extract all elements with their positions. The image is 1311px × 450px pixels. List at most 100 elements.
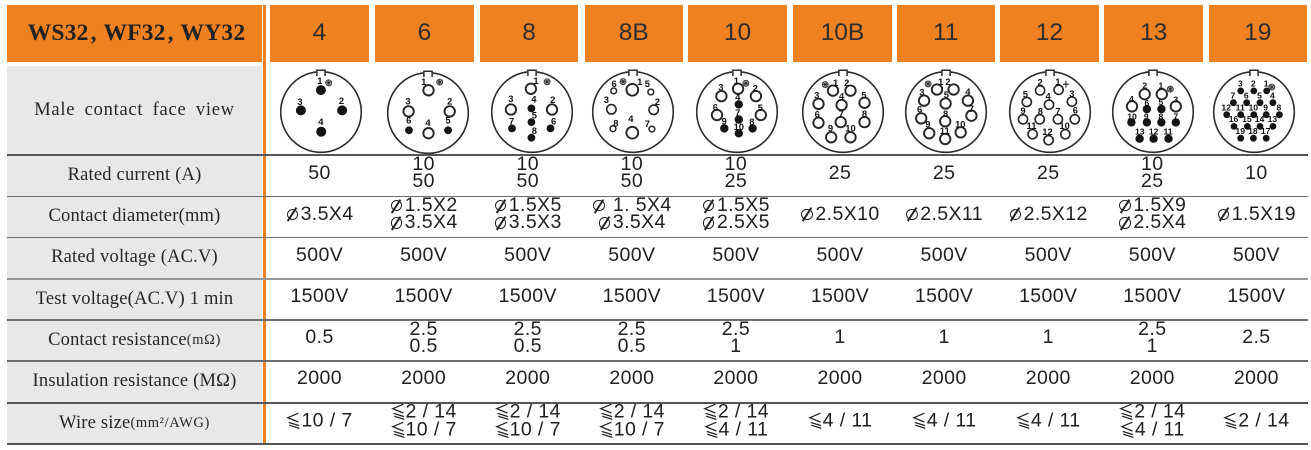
svg-text:17: 17 bbox=[1261, 126, 1271, 136]
svg-text:2: 2 bbox=[945, 76, 950, 87]
svg-text:12: 12 bbox=[1043, 126, 1053, 137]
svg-text:5: 5 bbox=[445, 114, 450, 125]
svg-text:9: 9 bbox=[1021, 105, 1026, 116]
svg-text:3: 3 bbox=[297, 96, 302, 107]
svg-text:5: 5 bbox=[1159, 97, 1164, 107]
svg-text:8: 8 bbox=[1159, 112, 1164, 122]
svg-text:1: 1 bbox=[833, 77, 838, 88]
svg-text:8: 8 bbox=[749, 116, 754, 127]
svg-text:4: 4 bbox=[839, 91, 845, 102]
svg-text:3: 3 bbox=[718, 82, 723, 93]
svg-text:4: 4 bbox=[965, 86, 971, 97]
svg-text:2: 2 bbox=[1038, 77, 1043, 88]
svg-text:5: 5 bbox=[758, 102, 763, 113]
svg-text:11: 11 bbox=[1236, 102, 1245, 112]
svg-text:9: 9 bbox=[1263, 102, 1268, 112]
svg-text:3: 3 bbox=[919, 87, 924, 98]
svg-text:8: 8 bbox=[613, 117, 618, 128]
svg-text:7: 7 bbox=[645, 118, 650, 129]
svg-text:6: 6 bbox=[611, 78, 616, 89]
svg-text:3: 3 bbox=[604, 94, 609, 105]
svg-text:9: 9 bbox=[1144, 112, 1149, 122]
svg-text:10: 10 bbox=[1128, 112, 1138, 122]
svg-text:14: 14 bbox=[1255, 114, 1265, 124]
svg-text:19: 19 bbox=[1236, 126, 1246, 136]
svg-text:12: 12 bbox=[1222, 102, 1232, 112]
svg-text:2: 2 bbox=[550, 94, 555, 105]
svg-text:6: 6 bbox=[1244, 90, 1249, 100]
svg-text:1: 1 bbox=[938, 76, 943, 87]
svg-text:1: 1 bbox=[1159, 81, 1164, 91]
svg-text:10: 10 bbox=[1060, 120, 1070, 131]
svg-text:7: 7 bbox=[838, 108, 843, 119]
svg-text:8: 8 bbox=[862, 108, 867, 119]
svg-text:18: 18 bbox=[1248, 126, 1258, 136]
svg-text:4: 4 bbox=[1270, 90, 1275, 100]
svg-text:7: 7 bbox=[509, 116, 514, 127]
svg-text:2: 2 bbox=[338, 95, 343, 106]
svg-text:4: 4 bbox=[1046, 91, 1052, 102]
svg-text:5: 5 bbox=[943, 89, 948, 100]
svg-text:4: 4 bbox=[531, 94, 537, 105]
svg-text:1: 1 bbox=[1264, 79, 1269, 89]
svg-text:2: 2 bbox=[1251, 79, 1256, 89]
svg-text:9: 9 bbox=[925, 119, 930, 130]
svg-text:2: 2 bbox=[1143, 81, 1148, 91]
svg-text:1: 1 bbox=[534, 75, 539, 86]
svg-text:15: 15 bbox=[1242, 114, 1252, 124]
svg-text:9: 9 bbox=[721, 116, 726, 127]
svg-text:7: 7 bbox=[1056, 106, 1061, 117]
svg-text:6: 6 bbox=[406, 114, 411, 125]
svg-text:4: 4 bbox=[318, 116, 324, 127]
svg-text:13: 13 bbox=[1268, 114, 1278, 124]
svg-text:10: 10 bbox=[845, 123, 855, 134]
svg-text:11: 11 bbox=[1164, 127, 1173, 137]
svg-text:3: 3 bbox=[1174, 95, 1179, 105]
svg-text:1: 1 bbox=[734, 75, 739, 86]
svg-text:3: 3 bbox=[1238, 79, 1243, 89]
svg-text:1: 1 bbox=[1056, 76, 1061, 87]
svg-text:3: 3 bbox=[509, 93, 514, 104]
svg-text:2: 2 bbox=[655, 96, 660, 107]
svg-text:3: 3 bbox=[1070, 88, 1075, 99]
svg-text:7: 7 bbox=[968, 103, 973, 114]
svg-text:11: 11 bbox=[939, 125, 949, 136]
svg-text:4: 4 bbox=[1129, 94, 1134, 104]
svg-text:1: 1 bbox=[637, 76, 642, 87]
svg-text:6: 6 bbox=[551, 116, 556, 127]
svg-text:6: 6 bbox=[1073, 105, 1078, 116]
svg-text:12: 12 bbox=[1149, 127, 1159, 137]
svg-text:6: 6 bbox=[1145, 98, 1150, 108]
svg-text:8: 8 bbox=[1277, 102, 1282, 112]
svg-text:1: 1 bbox=[421, 76, 426, 87]
svg-text:2: 2 bbox=[447, 95, 452, 106]
svg-text:5: 5 bbox=[1023, 88, 1028, 99]
svg-text:5: 5 bbox=[532, 110, 537, 121]
svg-text:11: 11 bbox=[1027, 120, 1037, 131]
svg-text:2: 2 bbox=[753, 83, 758, 94]
svg-text:4: 4 bbox=[425, 117, 431, 128]
svg-text:8: 8 bbox=[532, 125, 537, 136]
svg-text:1: 1 bbox=[317, 75, 322, 86]
svg-text:7: 7 bbox=[1231, 90, 1236, 100]
svg-text:7: 7 bbox=[735, 107, 740, 118]
svg-text:8: 8 bbox=[943, 108, 948, 119]
svg-text:4: 4 bbox=[735, 92, 741, 103]
svg-text:2: 2 bbox=[844, 77, 849, 88]
svg-text:3: 3 bbox=[814, 90, 819, 101]
svg-text:16: 16 bbox=[1229, 114, 1239, 124]
svg-text:3: 3 bbox=[405, 95, 410, 106]
svg-text:13: 13 bbox=[1135, 127, 1145, 137]
svg-text:5: 5 bbox=[645, 78, 650, 89]
svg-text:8: 8 bbox=[1038, 106, 1043, 117]
svg-text:6: 6 bbox=[917, 104, 922, 115]
svg-text:4: 4 bbox=[628, 113, 634, 124]
svg-text:5: 5 bbox=[1257, 90, 1262, 100]
svg-text:7: 7 bbox=[1174, 112, 1179, 122]
svg-text:10: 10 bbox=[1249, 102, 1259, 112]
svg-text:10: 10 bbox=[955, 119, 965, 130]
svg-text:5: 5 bbox=[861, 90, 866, 101]
svg-text:6: 6 bbox=[713, 102, 718, 113]
svg-text:9: 9 bbox=[828, 123, 833, 134]
svg-text:10: 10 bbox=[734, 121, 744, 132]
